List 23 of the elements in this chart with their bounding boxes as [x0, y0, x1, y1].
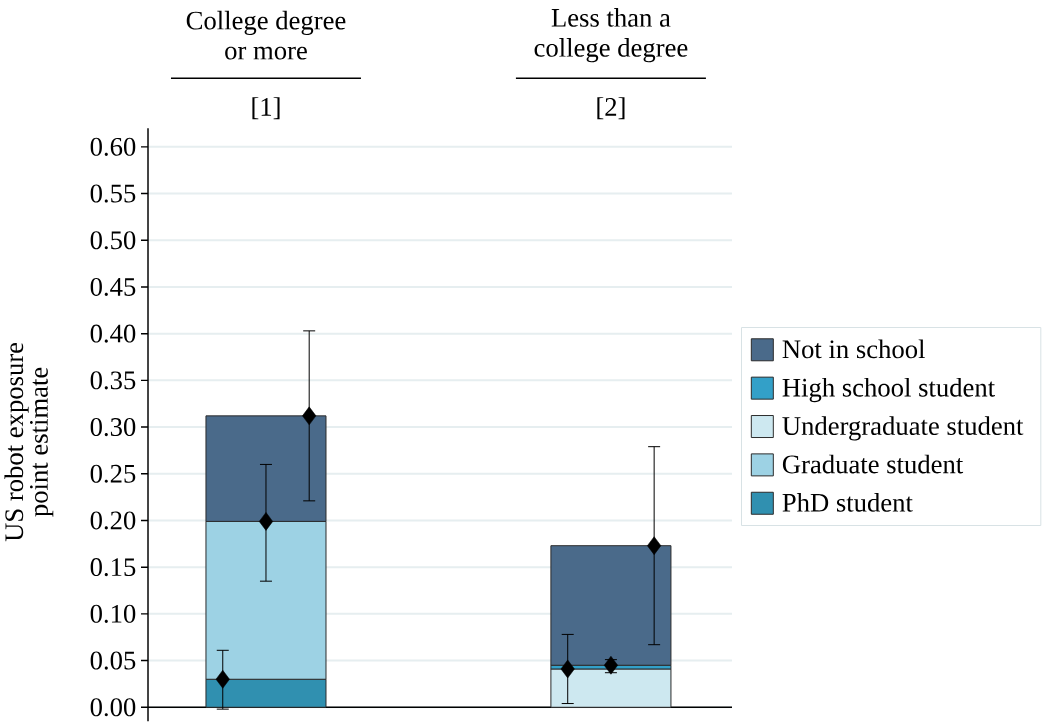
- y-tick-label: 0.35: [90, 371, 136, 390]
- legend-label: Not in school: [782, 339, 925, 359]
- legend-label: Undergraduate student: [782, 416, 1024, 441]
- x-tick-label: College degree or more: [186, 10, 346, 60]
- y-tick-label: 0.15: [90, 558, 136, 577]
- legend-label: High school student: [782, 377, 995, 403]
- y-tick-label: 0.10: [90, 604, 136, 623]
- legend-label: PhD student: [782, 493, 913, 512]
- y-axis-title: US robot exposure point estimate: [4, 342, 54, 542]
- text: [2]: [597, 97, 625, 120]
- x-tick-label: Less than a college degree: [534, 8, 688, 63]
- y-tick-label: 0.50: [90, 231, 136, 250]
- y-tick-label: 0.45: [90, 277, 136, 297]
- y-tick-label: 0.60: [90, 137, 136, 156]
- y-tick-label: 0.05: [90, 651, 136, 670]
- y-tick-label: 0.40: [90, 324, 136, 343]
- text: [1]: [252, 97, 280, 120]
- y-tick-label: 0.00: [90, 698, 136, 717]
- y-tick-label: 0.30: [90, 418, 136, 437]
- y-tick-label: 0.55: [90, 184, 136, 203]
- y-tick-label: 0.25: [90, 464, 136, 483]
- legend-label: Graduate student: [782, 454, 964, 474]
- y-tick-label: 0.20: [90, 511, 136, 530]
